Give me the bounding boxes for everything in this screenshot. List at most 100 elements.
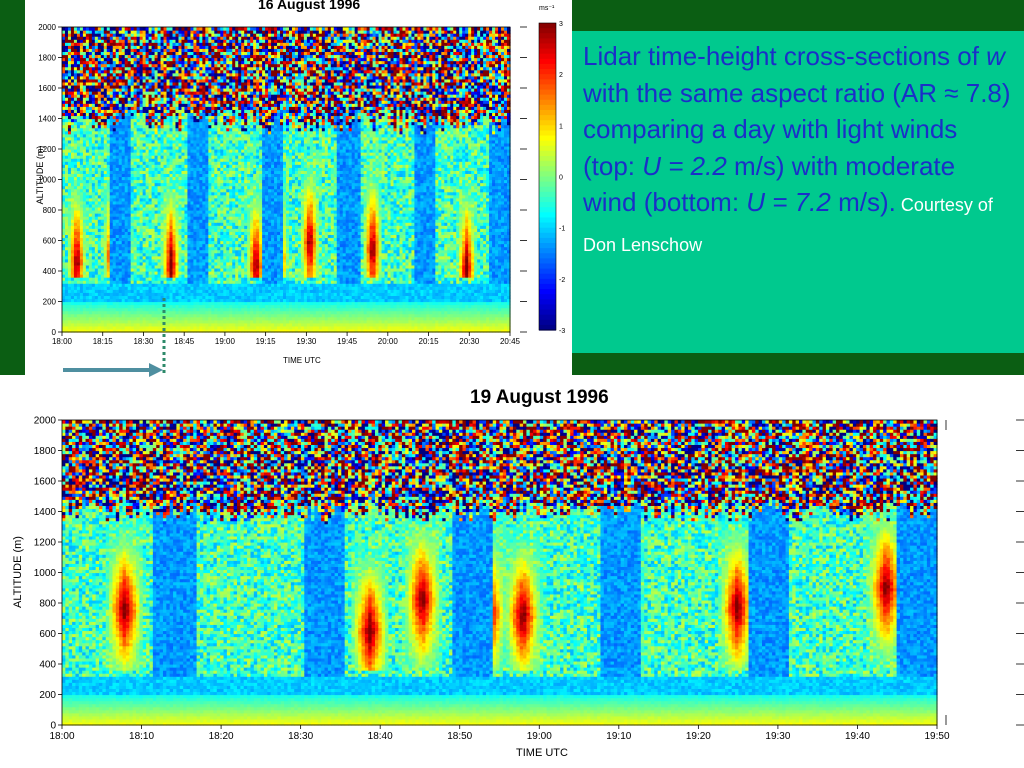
colorbar-segment [539, 207, 556, 213]
y-tick-label: 2000 [38, 23, 56, 32]
y-tick-label: 400 [43, 267, 57, 276]
y-tick-label: 1400 [38, 114, 56, 123]
colorbar-segment [539, 63, 556, 70]
colorbar-segment [539, 268, 556, 275]
x-tick-label: 19:50 [924, 731, 949, 742]
colorbar-segment [539, 263, 556, 270]
colorbar-segment [539, 109, 556, 116]
x-tick-label: 18:30 [288, 731, 313, 742]
colorbar-segment [539, 314, 556, 321]
y-tick-label: 0 [52, 328, 57, 337]
colorbar-segment [539, 58, 556, 65]
y-tick-label: 1600 [34, 477, 57, 488]
colorbar-segment [539, 191, 556, 198]
colorbar-segment [539, 212, 556, 219]
colorbar-segment [539, 69, 556, 75]
x-tick-label: 18:00 [52, 337, 73, 346]
x-tick-label: 19:30 [765, 731, 790, 742]
colorbar-unit: ms⁻¹ [539, 5, 555, 12]
colorbar-tick-label: -2 [559, 277, 565, 284]
colorbar-segment [539, 79, 556, 85]
x-tick-label: 18:45 [174, 337, 195, 346]
x-tick-label: 19:20 [686, 731, 711, 742]
x-tick-label: 18:30 [133, 337, 154, 346]
colorbar-segment [539, 304, 556, 311]
colorbar-segment [539, 150, 556, 157]
x-tick-label: 19:15 [256, 337, 277, 346]
colorbar-segment [539, 258, 556, 265]
caption-u-top: U = 2.2 [642, 151, 727, 181]
colorbar-segment [539, 196, 556, 203]
colorbar-tick-label: 3 [559, 21, 563, 28]
colorbar-segment [539, 104, 556, 111]
colorbar-segment [539, 299, 556, 306]
bottom-chart-title: 19 August 1996 [470, 387, 609, 409]
y-tick-label: 1200 [38, 145, 56, 154]
colorbar-segment [539, 161, 556, 167]
colorbar-segment [539, 248, 556, 254]
y-tick-label: 0 [50, 721, 56, 732]
colorbar-segment [539, 120, 556, 126]
colorbar-segment [539, 294, 556, 300]
colorbar-segment [539, 130, 556, 137]
x-tick-label: 18:00 [49, 731, 74, 742]
heatmap-cells [62, 420, 938, 726]
colorbar-tick-label: -3 [559, 328, 565, 335]
y-tick-label: 600 [39, 629, 56, 640]
x-tick-label: 20:30 [459, 337, 480, 346]
colorbar-segment [539, 94, 556, 101]
x-tick-label: 18:15 [93, 337, 114, 346]
caption-box [572, 31, 1024, 353]
x-tick-label: 20:45 [500, 337, 521, 346]
heatmap-cells [62, 27, 511, 333]
y-tick-label: 800 [39, 599, 56, 610]
y-tick-label: 600 [43, 236, 57, 245]
colorbar-segment [539, 289, 556, 295]
caption-w: w [986, 41, 1005, 71]
colorbar-segment [539, 156, 556, 162]
colorbar-segment [539, 53, 556, 60]
colorbar-segment [539, 202, 556, 208]
colorbar-segment [539, 181, 556, 188]
y-tick-label: 2000 [34, 416, 57, 427]
colorbar-segment [539, 324, 556, 331]
colorbar-segment [539, 38, 556, 45]
colorbar-segment [539, 74, 556, 80]
colorbar-segment [539, 232, 556, 239]
colorbar-tick-label: 0 [559, 175, 563, 182]
bottom-heatmap: 0 200 400 600 800 1000 1200 1400 1600 1800 2000 18:… [34, 416, 1024, 742]
colorbar-segment [539, 135, 556, 142]
colorbar-segment [539, 23, 556, 29]
bottom-x-axis-title: TIME UTC [516, 747, 568, 759]
caption-u-bottom: U = 7.2 [746, 187, 831, 217]
y-tick-label: 1000 [38, 175, 56, 184]
arrow-head [149, 363, 163, 377]
colorbar-segment [539, 176, 556, 183]
caption-line4: m/s). [831, 187, 896, 217]
colorbar-tick-label: 2 [559, 72, 563, 79]
colorbar-segment [539, 166, 556, 172]
top-heatmap: 0 200 400 600 800 1000 1200 1400 1600 1800 2000 18:… [38, 5, 565, 375]
colorbar-segment [539, 217, 556, 224]
colorbar-segment [539, 28, 556, 34]
caption-text: Lidar time-height cross-sections of w wi… [583, 38, 1015, 263]
time-marker [63, 363, 163, 377]
x-tick-label: 19:40 [845, 731, 870, 742]
colorbar-segment [539, 309, 556, 316]
colorbar-segment [539, 115, 556, 121]
colorbar-segment [539, 145, 556, 152]
colorbar-tick-label: -1 [559, 226, 565, 233]
y-tick-label: 1800 [38, 53, 56, 62]
y-tick-label: 200 [43, 297, 57, 306]
colorbar-segment [539, 48, 556, 55]
colorbar-segment [539, 84, 556, 91]
y-tick-label: 200 [39, 690, 56, 701]
colorbar-segment [539, 283, 556, 290]
colorbar-tick-label: 1 [559, 123, 563, 130]
top-chart-title: 16 August 1996 [258, 0, 360, 12]
x-tick-label: 20:00 [378, 337, 399, 346]
colorbar-segment [539, 227, 556, 234]
y-tick-label: 1600 [38, 84, 56, 93]
x-tick-label: 19:45 [337, 337, 358, 346]
y-tick-label: 800 [43, 206, 57, 215]
